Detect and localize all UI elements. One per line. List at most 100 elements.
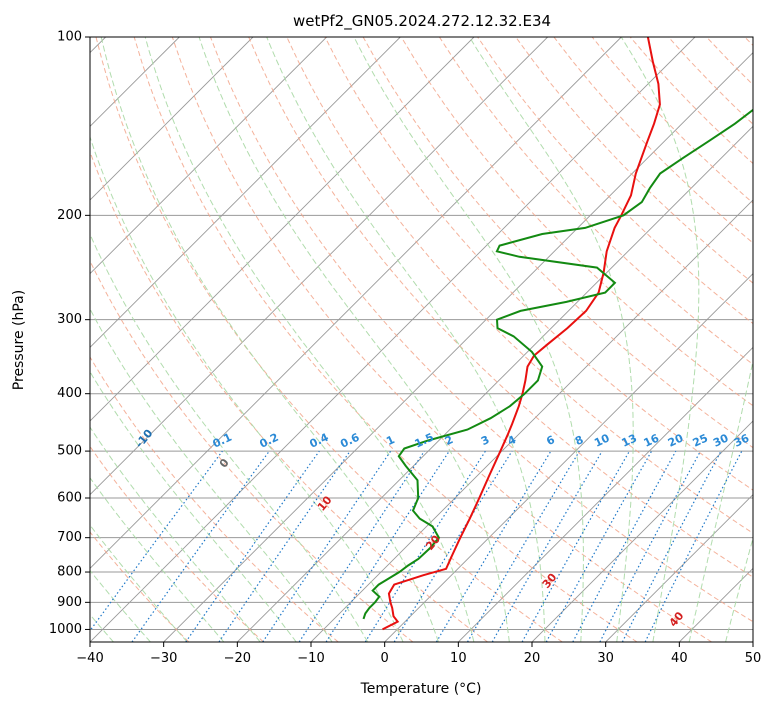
- x-tick-label: −20: [224, 651, 251, 666]
- mixing-ratio-line: [572, 450, 677, 642]
- moist-adiabat-label: -10: [133, 427, 156, 451]
- sounding-traces: [362, 37, 753, 631]
- y-axis: 1000 900 800 700 600 500 400 300 200 100: [49, 30, 90, 637]
- moist-adiabat-line: [198, 37, 510, 642]
- dry-adiabat-line: [515, 37, 753, 284]
- y-tick-label: 200: [57, 208, 82, 223]
- moist-adiabat-label: -20: [58, 403, 81, 427]
- moist-adiabat-line: [90, 476, 225, 642]
- mixing-ratio-label: 1.5: [413, 431, 436, 451]
- dry-adiabat-line: [477, 37, 753, 325]
- moist-adiabat-line: [620, 37, 700, 642]
- dry-adiabat-line: [248, 37, 753, 578]
- isotherm-line: [90, 37, 254, 201]
- y-tick-label: 800: [57, 565, 82, 580]
- dry-adiabat-line: [324, 37, 753, 491]
- y-tick-label: 1000: [49, 622, 82, 637]
- mixing-ratio-line: [185, 450, 320, 642]
- moist-adiabat-line: [469, 37, 634, 642]
- dry-adiabat-line: [90, 356, 339, 642]
- mixing-ratio-label: 1: [384, 433, 396, 448]
- isotherm-line: [90, 37, 622, 569]
- dry-adiabat-line: [209, 37, 753, 623]
- isotherm-line: [90, 37, 327, 275]
- moist-adiabat-line: [688, 358, 753, 642]
- dry-adiabat-line: [90, 150, 488, 642]
- mixing-ratio-line: [262, 450, 392, 642]
- y-tick-label: 900: [57, 595, 82, 610]
- moist-adiabat-line: [90, 370, 297, 642]
- mixing-ratio-label: 0.4: [307, 431, 330, 451]
- dewpoint-trace: [362, 108, 753, 620]
- mixing-ratio-line: [599, 450, 702, 642]
- isobar-grid: [90, 37, 753, 630]
- mixing-ratio-label: 6: [544, 433, 557, 448]
- x-axis: −40 −30 −20 −10 0 10 20 30 40 50: [76, 642, 761, 666]
- dry-adiabat-line: [90, 259, 414, 642]
- moist-adiabat-line: [100, 37, 439, 642]
- dry-adiabat-line: [133, 37, 638, 642]
- isotherm-line: [310, 199, 753, 642]
- moist-adiabat-line: [90, 426, 261, 642]
- mixing-ratio-line: [325, 450, 450, 642]
- mixing-ratio-line: [644, 450, 743, 642]
- x-tick-label: 0: [381, 651, 389, 666]
- moist-adiabat-line: [353, 37, 584, 642]
- plot-frame: [89, 36, 754, 643]
- moist-adiabat-line: [762, 37, 775, 642]
- dry-adiabat-line: [591, 37, 753, 204]
- mixing-ratio-line: [218, 450, 351, 642]
- moist-adiabat-label: -30: [0, 363, 1, 387]
- y-tick-label: 700: [57, 530, 82, 545]
- dry-adiabat-line: [286, 37, 753, 534]
- moist-adiabat-label: 40: [667, 609, 687, 629]
- dry-adiabat-line: [756, 10, 775, 642]
- mixing-ratio-line: [545, 450, 653, 642]
- mixing-ratio-lines: [90, 450, 743, 642]
- y-tick-label: 300: [57, 312, 82, 327]
- dry-adiabat-line: [744, 37, 753, 47]
- dry-adiabat-line: [705, 37, 753, 86]
- y-tick-label: 100: [57, 30, 82, 45]
- moist-adiabat-line: [266, 37, 546, 642]
- mixing-ratio-label: 20: [666, 431, 686, 449]
- dry-adiabat-line: [438, 37, 753, 366]
- mixing-ratio-line: [90, 450, 223, 632]
- mixing-ratio-label: 30: [711, 431, 731, 449]
- x-tick-label: 50: [745, 651, 762, 666]
- dry-adiabat-line: [95, 37, 563, 642]
- dry-adiabat-line: [629, 37, 753, 165]
- moist-adiabat-line: [725, 536, 753, 642]
- x-tick-label: 20: [524, 651, 541, 666]
- y-tick-label: 500: [57, 444, 82, 459]
- isotherm-line: [531, 420, 753, 642]
- x-axis-label: Temperature (°C): [360, 681, 482, 697]
- mixing-ratio-line: [131, 450, 270, 642]
- isotherm-grid: [90, 37, 753, 642]
- moist-adiabat-line: [144, 37, 475, 642]
- mixing-ratio-label: 13: [620, 432, 639, 450]
- mixing-ratio-label: 0.2: [257, 431, 280, 451]
- x-tick-label: 10: [450, 651, 467, 666]
- dry-adiabat-line: [400, 37, 753, 407]
- isotherm-line: [90, 37, 548, 496]
- mixing-ratio-label: 0.1: [211, 431, 234, 451]
- y-tick-label: 600: [57, 491, 82, 506]
- mixing-ratio-label: 16: [642, 431, 662, 449]
- mixing-ratio-line: [393, 450, 513, 642]
- moist-adiabat-line: [90, 524, 188, 642]
- x-tick-label: 30: [597, 651, 614, 666]
- temperature-trace: [382, 37, 661, 631]
- mixing-ratio-label: 25: [691, 432, 710, 450]
- isotherm-line: [90, 37, 696, 642]
- y-axis-label: Pressure (hPa): [11, 290, 27, 390]
- mixing-ratio-label: 8: [573, 433, 585, 448]
- moist-adiabat-line: [90, 232, 369, 642]
- adiabat-labels: -100-90-80-70-60-50-40-30-20-10010203040…: [0, 363, 752, 630]
- moist-adiabat-line: [90, 135, 404, 642]
- mixing-ratio-line: [621, 450, 722, 642]
- isotherm-line: [752, 641, 753, 642]
- moist-adiabat-label: 20: [423, 532, 443, 552]
- plot-area: -100-90-80-70-60-50-40-30-20-10010203040…: [0, 10, 775, 642]
